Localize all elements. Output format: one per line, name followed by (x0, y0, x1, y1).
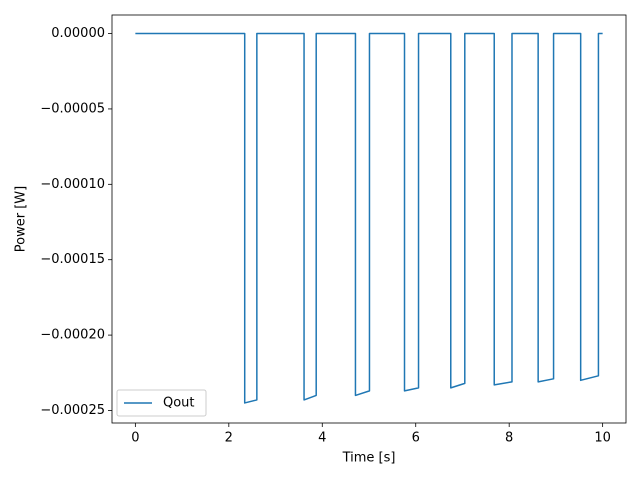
y-tick-label: −0.00020 (40, 328, 105, 343)
y-tick-label: −0.00010 (40, 177, 105, 192)
y-tick-label: −0.00025 (40, 403, 105, 418)
x-axis-label: Time [s] (342, 451, 396, 466)
legend-label: Qout (163, 396, 195, 411)
y-tick-label: 0.00000 (51, 26, 105, 41)
legend-box (116, 389, 207, 417)
y-axis-label: Power [W] (14, 186, 29, 252)
x-tick-label: 2 (225, 431, 233, 446)
x-tick-label: 6 (412, 431, 420, 446)
y-tick-label: −0.00005 (40, 101, 105, 116)
x-tick-label: 8 (505, 431, 513, 446)
x-tick-label: 10 (594, 431, 611, 446)
axes-frame (111, 14, 627, 424)
x-tick-label: 0 (131, 431, 139, 446)
data-line (135, 32, 603, 404)
y-tick-label: −0.00015 (40, 252, 105, 267)
x-tick-label: 4 (318, 431, 326, 446)
